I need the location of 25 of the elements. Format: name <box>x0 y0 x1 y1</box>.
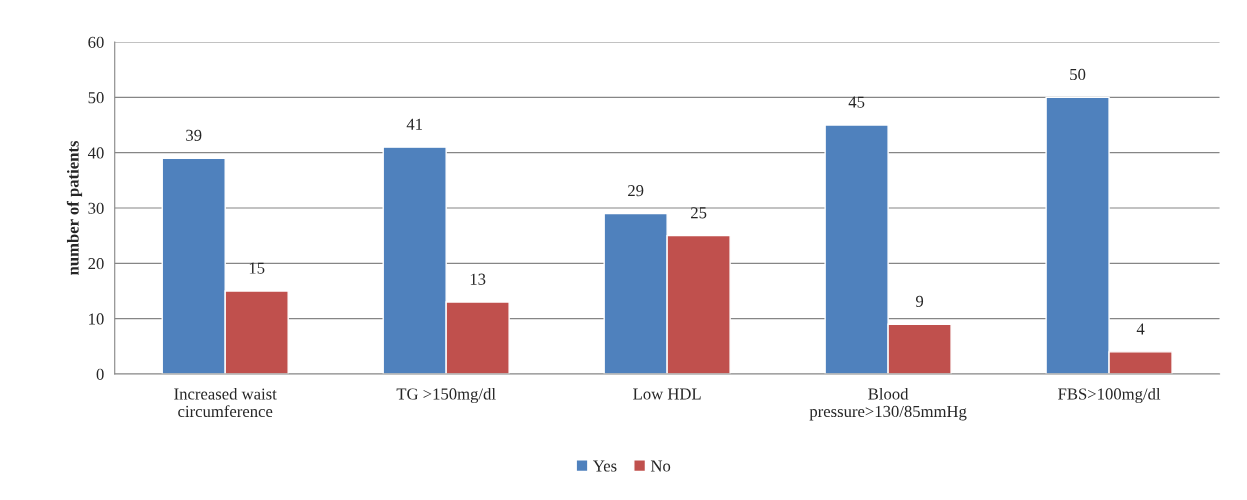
data-label: 39 <box>186 129 202 141</box>
data-label: 9 <box>915 295 924 307</box>
data-label: 50 <box>1070 68 1086 81</box>
x-tick-label: TG >150mg/dl <box>396 387 496 404</box>
data-label: 25 <box>691 207 707 219</box>
data-label: 13 <box>470 273 486 285</box>
x-tick-label: FBS>100mg/dl <box>1058 387 1161 404</box>
data-label: 15 <box>249 262 265 274</box>
y-axis-title: number of patients <box>66 140 83 275</box>
y-tick-label: 20 <box>88 258 104 270</box>
y-tick-label: 0 <box>96 368 104 380</box>
data-label: 29 <box>628 185 644 197</box>
data-label: 45 <box>848 96 865 108</box>
y-tick-label: 50 <box>88 92 104 104</box>
x-tick-label: Blood pressure>130/85mmHg <box>809 387 967 421</box>
y-tick-label: 40 <box>87 147 104 159</box>
y-tick-label: 30 <box>88 202 104 214</box>
y-tick-label: 10 <box>89 313 104 325</box>
data-label: 4 <box>1136 323 1145 335</box>
legend-label: Yes <box>593 460 617 472</box>
x-tick-label: Low HDL <box>633 388 701 400</box>
legend-label: No <box>650 460 671 472</box>
y-tick-label: 60 <box>88 36 104 48</box>
x-tick-label: Increased waist circumference <box>174 387 277 418</box>
data-label: 41 <box>406 118 423 130</box>
